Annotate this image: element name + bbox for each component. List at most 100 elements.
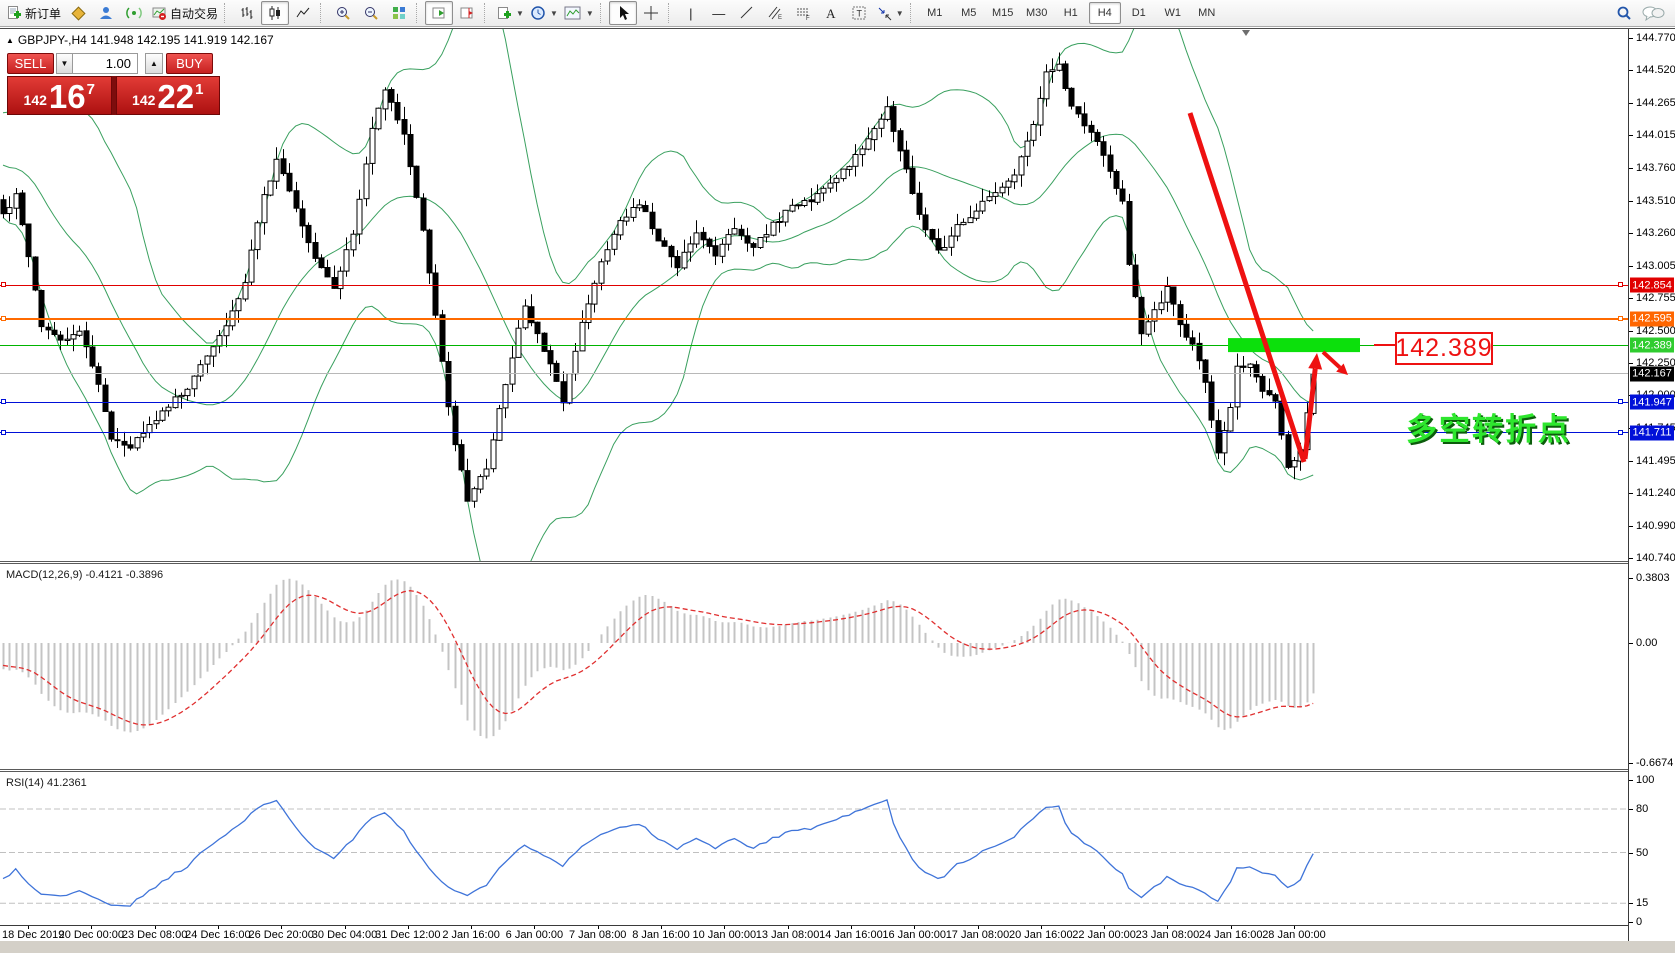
candle[interactable] xyxy=(1138,296,1145,335)
candle[interactable] xyxy=(1005,180,1012,188)
candle[interactable] xyxy=(1030,124,1037,141)
candle[interactable] xyxy=(13,193,20,209)
candle[interactable] xyxy=(916,192,923,215)
candle[interactable] xyxy=(617,220,624,236)
green-zone-bar[interactable] xyxy=(1228,338,1360,353)
candle[interactable] xyxy=(1227,407,1234,432)
candle[interactable] xyxy=(343,249,350,272)
candle[interactable] xyxy=(757,237,764,248)
candle[interactable] xyxy=(375,107,382,130)
candle[interactable] xyxy=(1088,124,1095,133)
candle[interactable] xyxy=(108,411,115,440)
candle[interactable] xyxy=(1234,365,1241,408)
candle[interactable] xyxy=(884,106,891,120)
candle[interactable] xyxy=(1145,321,1152,335)
candle[interactable] xyxy=(38,290,45,328)
candle[interactable] xyxy=(407,134,414,168)
candle[interactable] xyxy=(1119,188,1126,202)
candle[interactable] xyxy=(305,224,312,244)
candle[interactable] xyxy=(1272,394,1279,402)
rsi-pane[interactable]: RSI(14) 41.2361 xyxy=(0,772,1628,925)
candle[interactable] xyxy=(394,102,401,121)
candle[interactable] xyxy=(827,182,834,189)
candle[interactable] xyxy=(509,357,516,385)
candle[interactable] xyxy=(286,172,293,192)
candle[interactable] xyxy=(909,167,916,194)
candle[interactable] xyxy=(6,207,13,215)
candle[interactable] xyxy=(32,256,39,291)
candle[interactable] xyxy=(273,158,280,182)
candle[interactable] xyxy=(134,437,141,449)
candle[interactable] xyxy=(1240,365,1247,368)
periods-button[interactable]: ▼ xyxy=(527,1,561,25)
candle[interactable] xyxy=(999,186,1006,194)
annotation-layer[interactable] xyxy=(0,29,1628,561)
candle[interactable] xyxy=(1259,375,1266,392)
candle[interactable] xyxy=(89,346,96,367)
candle[interactable] xyxy=(76,330,83,336)
macd-pane[interactable]: MACD(12,26,9) -0.4121 -0.3896 xyxy=(0,564,1628,769)
candle[interactable] xyxy=(1202,359,1209,383)
candle[interactable] xyxy=(1113,171,1120,189)
candle[interactable] xyxy=(235,298,242,312)
candle[interactable] xyxy=(871,128,878,141)
turning-point-note[interactable]: 多空转折点 xyxy=(1406,412,1571,447)
signals-button[interactable] xyxy=(120,1,148,25)
candle[interactable] xyxy=(929,229,936,240)
candle[interactable] xyxy=(986,196,993,202)
horizontal-line-tool-button[interactable]: — xyxy=(705,1,733,25)
candle[interactable] xyxy=(184,388,191,397)
candle[interactable] xyxy=(426,229,433,274)
candle[interactable] xyxy=(547,350,554,365)
candle[interactable] xyxy=(948,235,955,248)
candle[interactable] xyxy=(674,256,681,269)
indicators-button[interactable]: ▼ xyxy=(561,1,597,25)
candle[interactable] xyxy=(140,432,147,438)
buy-button[interactable]: BUY xyxy=(166,53,213,74)
candle[interactable] xyxy=(324,267,331,278)
candle[interactable] xyxy=(591,282,598,305)
sell-button[interactable]: SELL xyxy=(7,53,54,74)
horizontal-line-142.167[interactable] xyxy=(0,373,1628,375)
line-handle[interactable] xyxy=(1618,282,1623,288)
candle[interactable] xyxy=(579,321,586,352)
candle[interactable] xyxy=(1215,420,1222,454)
candlestick-chart[interactable] xyxy=(0,29,1628,561)
candle[interactable] xyxy=(598,261,605,284)
candle[interactable] xyxy=(789,204,796,212)
candle[interactable] xyxy=(1024,140,1031,157)
candle[interactable] xyxy=(312,242,319,259)
candle[interactable] xyxy=(280,158,287,175)
candle[interactable] xyxy=(70,334,77,340)
volume-decrease-button[interactable]: ▼ xyxy=(56,53,73,74)
candle[interactable] xyxy=(458,444,465,471)
candle[interactable] xyxy=(1094,131,1101,143)
candle[interactable] xyxy=(83,330,90,348)
add-object-button[interactable]: ▼ xyxy=(493,1,527,25)
candle[interactable] xyxy=(693,232,700,245)
candle[interactable] xyxy=(1049,69,1056,72)
candle[interactable] xyxy=(661,240,668,247)
candle[interactable] xyxy=(114,439,121,442)
candle[interactable] xyxy=(191,375,198,390)
candle[interactable] xyxy=(204,355,211,365)
candle[interactable] xyxy=(452,405,459,446)
timeframe-button-d1[interactable]: D1 xyxy=(1131,7,1146,19)
candle[interactable] xyxy=(1132,264,1139,298)
candle[interactable] xyxy=(553,362,560,382)
candle[interactable] xyxy=(668,245,675,258)
candle[interactable] xyxy=(719,243,726,257)
price-level-callout[interactable]: 142.389 xyxy=(1395,332,1493,365)
sell-quote[interactable]: 142 16 7 xyxy=(7,76,112,115)
candle[interactable] xyxy=(706,238,713,247)
candle[interactable] xyxy=(254,222,261,251)
candle[interactable] xyxy=(350,233,357,251)
candle[interactable] xyxy=(655,228,662,242)
horizontal-line-141.711[interactable] xyxy=(0,432,1628,434)
candle[interactable] xyxy=(267,180,274,196)
candle[interactable] xyxy=(897,130,904,152)
candle[interactable] xyxy=(248,249,255,283)
line-handle[interactable] xyxy=(1618,399,1623,405)
candle[interactable] xyxy=(318,257,325,269)
candle[interactable] xyxy=(1247,363,1254,369)
